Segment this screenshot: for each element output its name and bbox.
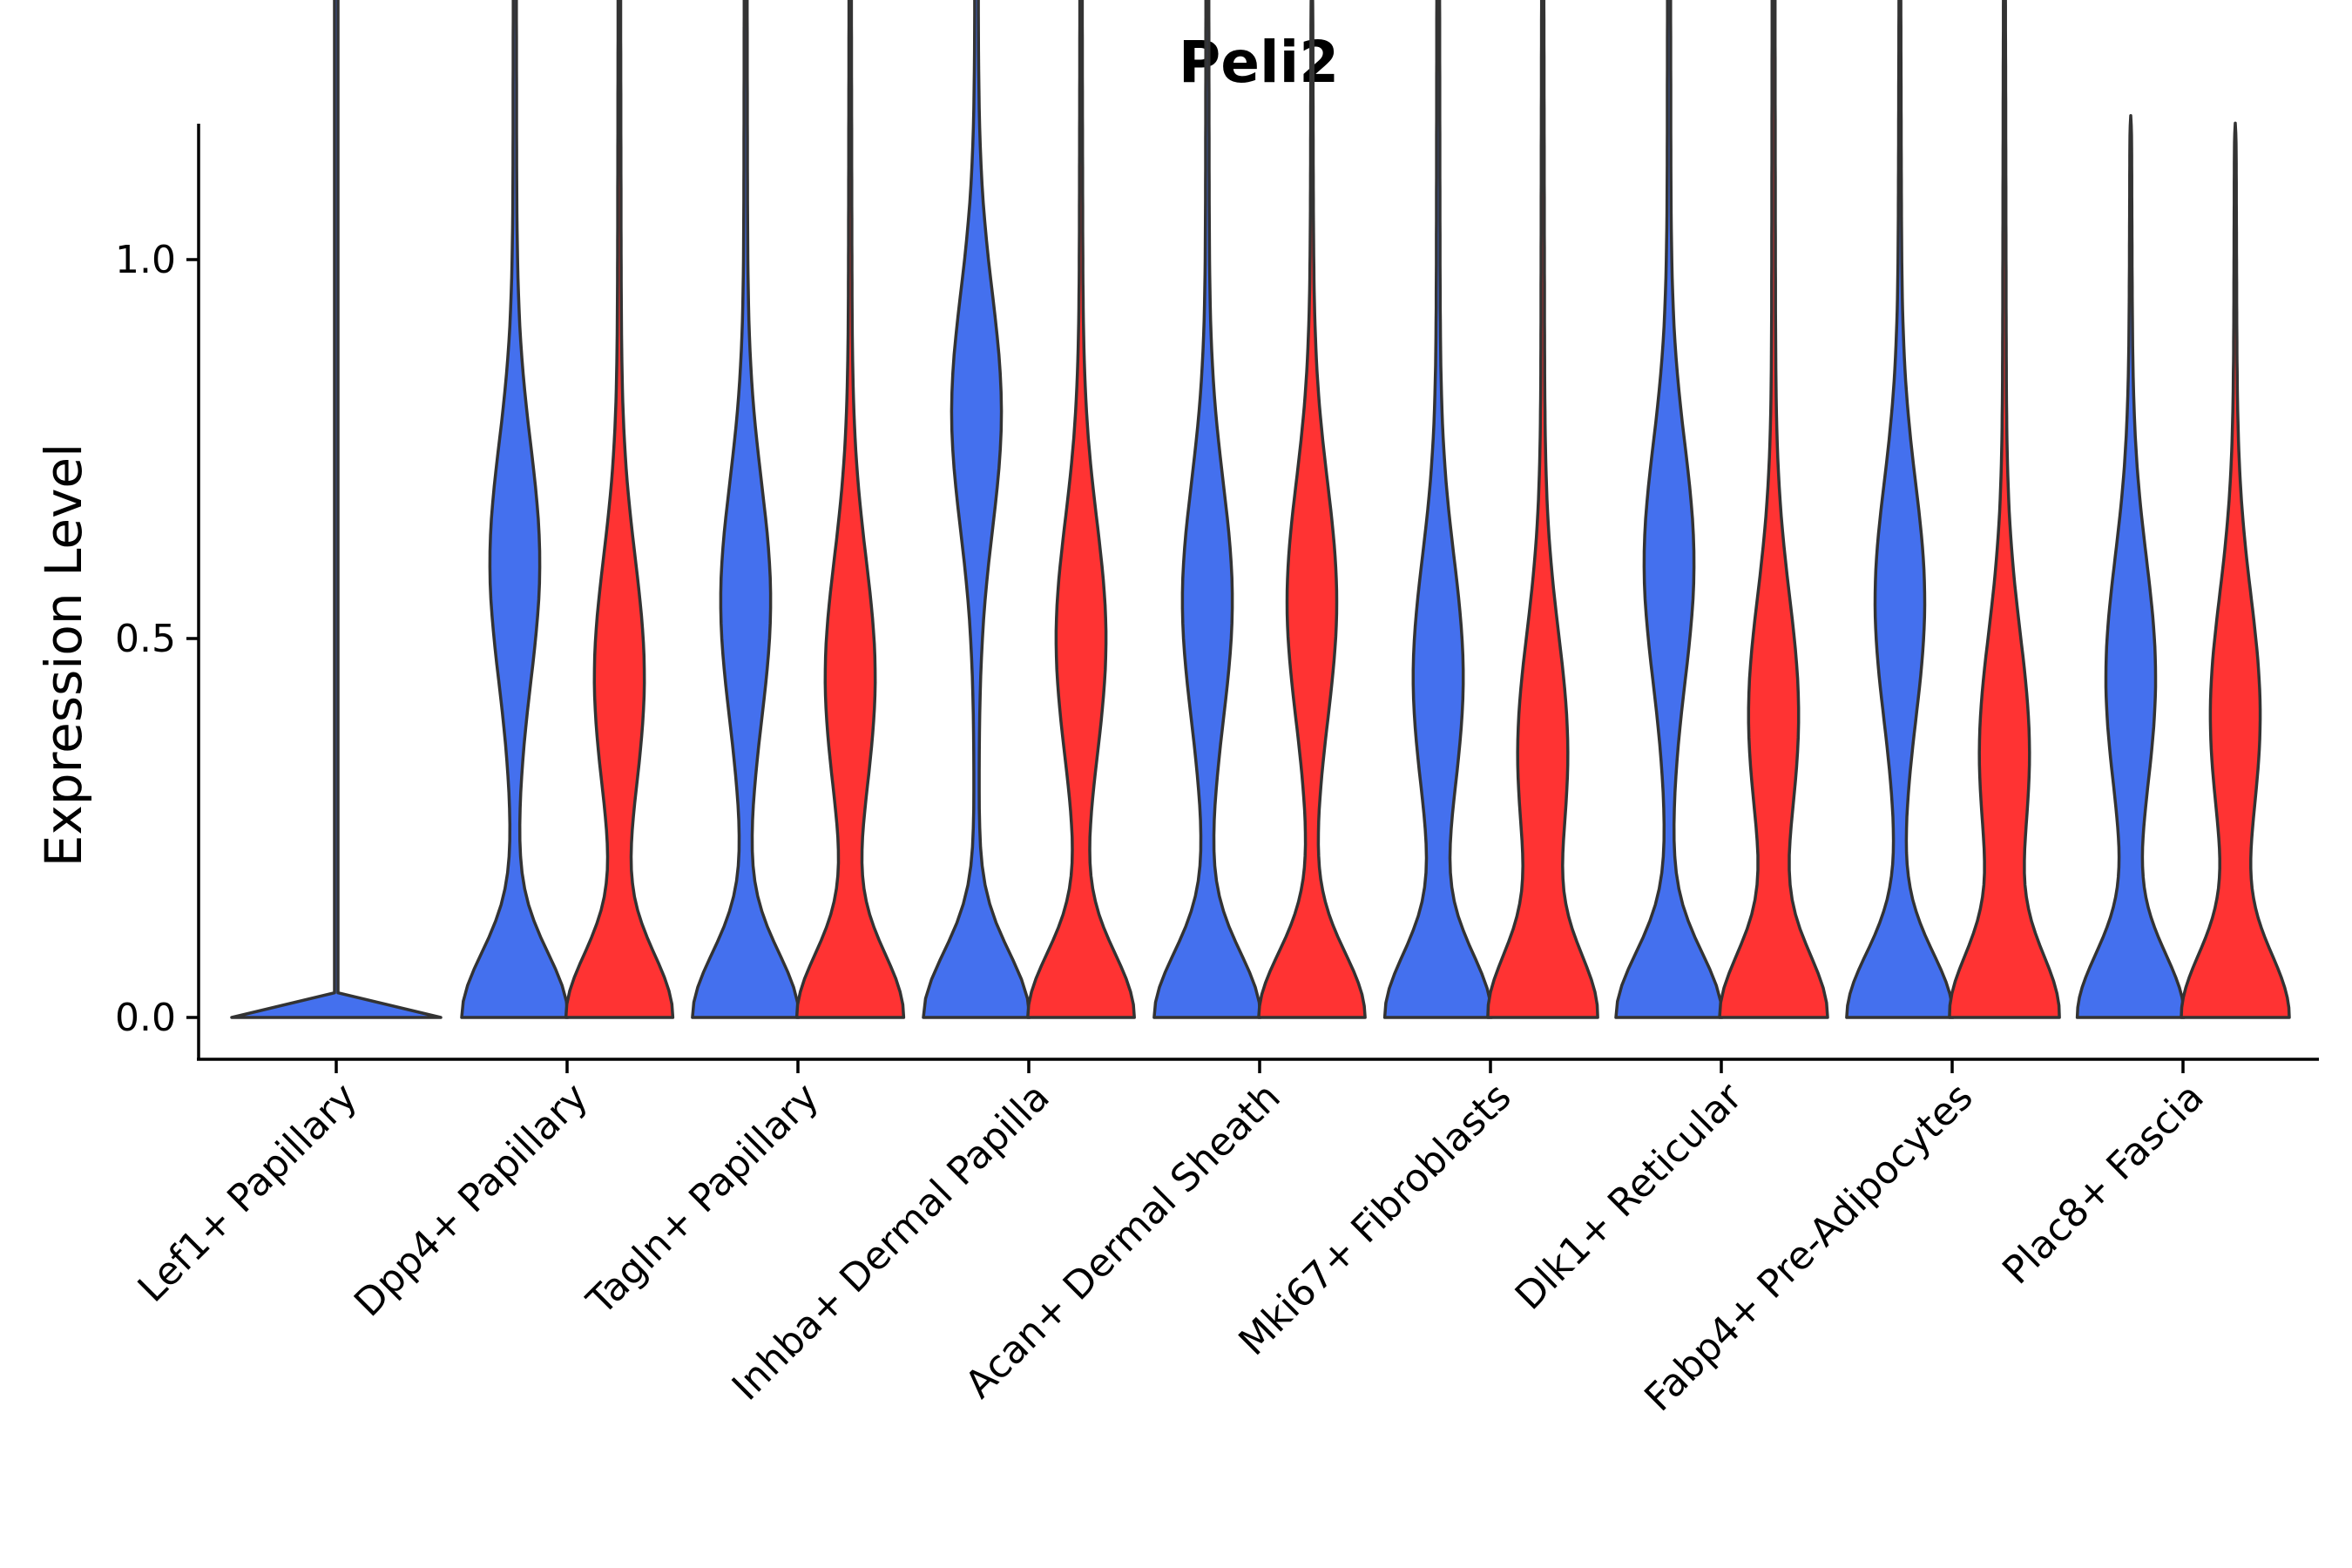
x-tick-label: Lef1+ Papillary xyxy=(130,1075,366,1311)
y-ticks-group: 0.00.51.01.52.0 xyxy=(115,238,199,1040)
violin-4-group1 xyxy=(922,0,1031,1019)
x-tick-label: Dlk1+ Reticular xyxy=(1507,1074,1752,1319)
violin-4-group2 xyxy=(1026,0,1136,1019)
violin-2-group1 xyxy=(460,0,570,1019)
violin-1-group1 xyxy=(230,0,443,1019)
violin-3-group1 xyxy=(691,0,801,1019)
violin-5-group2 xyxy=(1257,0,1367,1019)
violin-9-group1 xyxy=(2075,113,2186,1019)
x-tick-label: Dpp4+ Papillary xyxy=(346,1075,597,1326)
y-tick-label: 1.0 xyxy=(115,238,176,282)
violin-9-group2 xyxy=(2180,121,2291,1019)
violin-2-group2 xyxy=(564,0,675,1019)
violin-7-group1 xyxy=(1614,0,1724,1019)
x-tick-label: Tagln+ Papillary xyxy=(578,1075,828,1324)
violin-7-group2 xyxy=(1718,0,1829,1019)
y-tick-label: 0.5 xyxy=(115,617,176,661)
violin-3-group2 xyxy=(794,0,906,1019)
y-axis-label: Expression Level xyxy=(34,443,93,867)
violin-8-group1 xyxy=(1845,0,1955,1019)
violin-8-group2 xyxy=(1948,0,2061,1019)
violins-group xyxy=(230,0,2291,1019)
violin-5-group1 xyxy=(1152,0,1262,1019)
x-tick-label: Plac8+ Fascia xyxy=(1994,1075,2213,1294)
axes-group xyxy=(197,124,2319,1061)
violin-6-group2 xyxy=(1486,0,1599,1019)
y-tick-label: 0.0 xyxy=(115,996,176,1040)
violin-6-group1 xyxy=(1382,0,1494,1019)
chart-title: Peli2 xyxy=(1179,29,1339,96)
